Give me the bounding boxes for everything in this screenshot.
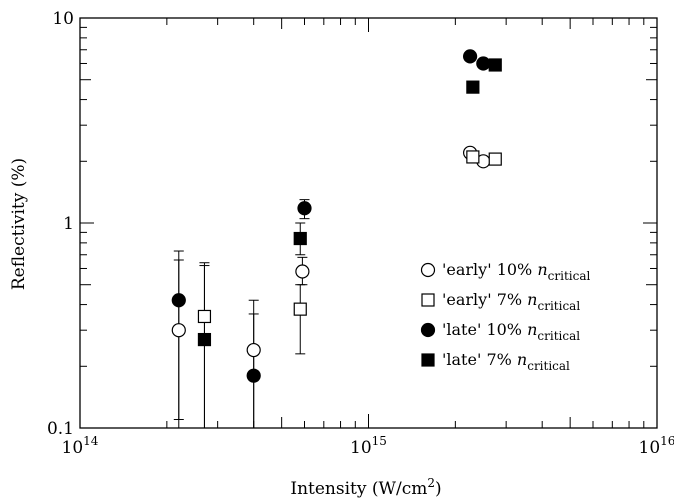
error-bars bbox=[173, 199, 310, 428]
legend-label-italic: n bbox=[527, 320, 537, 339]
legend-label-text: 'early' 10% bbox=[442, 260, 537, 279]
point-3 bbox=[466, 80, 480, 94]
y-axis-label: Reflectivity (%) bbox=[9, 158, 29, 290]
legend-label-sub: critical bbox=[548, 269, 591, 283]
y-tick-label: 1 bbox=[63, 214, 74, 234]
legend-label-0: 'early' 10% ncritical bbox=[442, 260, 590, 283]
x-tick-label-base: 10 bbox=[62, 438, 84, 458]
x-tick-label: 1016 bbox=[639, 434, 674, 458]
x-tick-label: 1015 bbox=[350, 434, 387, 458]
legend-label-text: 'late' 10% bbox=[442, 320, 527, 339]
point-0 bbox=[171, 323, 186, 338]
legend-label-italic: n bbox=[537, 260, 547, 279]
point-3 bbox=[293, 231, 307, 246]
point-1 bbox=[197, 309, 212, 324]
axis-ticks bbox=[79, 18, 657, 429]
x-tick-label-exponent: 14 bbox=[83, 434, 99, 448]
point-0 bbox=[246, 342, 261, 358]
point-1 bbox=[488, 152, 502, 166]
legend-marker-2 bbox=[420, 322, 436, 338]
legend-label-1: 'early' 7% ncritical bbox=[442, 290, 580, 313]
x-tick-label-base: 10 bbox=[350, 438, 372, 458]
x-axis-label-main: Intensity (W/cm bbox=[290, 479, 427, 499]
x-tick-label-base: 10 bbox=[639, 438, 661, 458]
point-0 bbox=[295, 264, 310, 279]
point-2 bbox=[171, 293, 186, 308]
point-1 bbox=[466, 150, 480, 164]
plot-frame bbox=[79, 17, 658, 429]
legend-label-2: 'late' 10% ncritical bbox=[442, 320, 580, 343]
legend-label-italic: n bbox=[527, 290, 537, 309]
legend-label-sub: critical bbox=[537, 329, 580, 343]
legend-marker-3 bbox=[421, 353, 435, 367]
legend-marker-1 bbox=[421, 293, 435, 307]
point-2 bbox=[476, 56, 491, 71]
x-tick-label-exponent: 16 bbox=[660, 434, 674, 448]
legend-marker-0 bbox=[420, 262, 436, 278]
x-tick-label: 1014 bbox=[62, 434, 99, 458]
legend-label-text: 'late' 7% bbox=[442, 350, 517, 369]
x-tick-label-exponent: 15 bbox=[372, 434, 387, 448]
point-3 bbox=[197, 332, 212, 347]
x-axis-label-sup: 2 bbox=[427, 476, 435, 490]
y-tick-label: 0.1 bbox=[47, 419, 74, 439]
legend-label-italic: n bbox=[517, 350, 527, 369]
legend-label-sub: critical bbox=[537, 299, 580, 313]
plot-border bbox=[79, 17, 658, 429]
legend-label-text: 'early' 7% bbox=[442, 290, 527, 309]
legend: 'early' 10% ncritical'early' 7% ncritica… bbox=[420, 260, 590, 373]
data-markers bbox=[171, 49, 502, 383]
legend-label-3: 'late' 7% ncritical bbox=[442, 350, 570, 373]
point-1 bbox=[293, 302, 307, 316]
x-axis-label-tail: ) bbox=[435, 479, 442, 499]
point-2 bbox=[246, 368, 261, 383]
point-2 bbox=[463, 49, 478, 64]
legend-label-sub: critical bbox=[527, 359, 570, 373]
y-tick-label: 10 bbox=[52, 9, 74, 29]
point-2 bbox=[297, 201, 312, 216]
point-3 bbox=[488, 58, 502, 72]
x-axis-label: Intensity (W/cm2) bbox=[290, 476, 441, 499]
